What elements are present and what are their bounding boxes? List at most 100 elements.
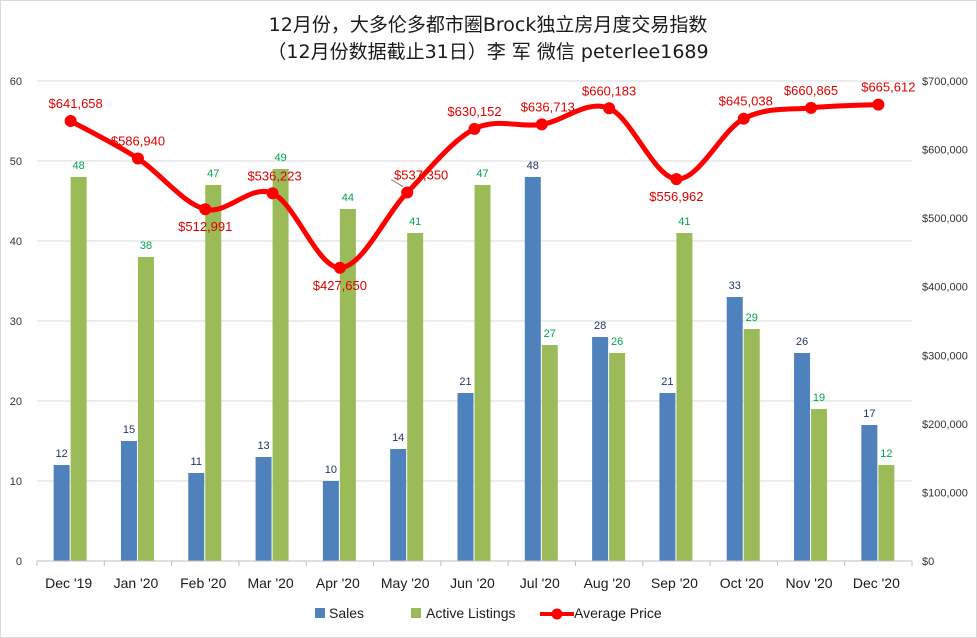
point-average-price	[401, 186, 414, 199]
data-label-sales: 14	[392, 432, 404, 444]
data-label-average-price: $512,991	[178, 219, 232, 234]
data-label-active-listings: 41	[678, 216, 690, 228]
y-right-tick-label: $600,000	[922, 145, 968, 157]
bar-active-listings	[407, 233, 424, 561]
data-label-average-price: $427,650	[313, 278, 367, 293]
x-tick-label: May '20	[381, 575, 430, 591]
data-label-sales: 15	[123, 424, 135, 436]
data-label-sales: 12	[56, 448, 68, 460]
bar-active-listings	[474, 185, 491, 561]
y-right-tick-label: $400,000	[922, 282, 968, 294]
point-average-price	[603, 102, 616, 115]
bar-sales	[120, 441, 137, 561]
chart-title: 12月份，大多伦多都市圈Brock独立房月度交易指数	[269, 14, 708, 36]
data-label-average-price: $636,713	[521, 99, 575, 114]
legend-label-active-listings: Active Listings	[426, 605, 515, 621]
x-tick-label: Jan '20	[114, 575, 159, 591]
y-right-tick-label: $100,000	[922, 487, 968, 499]
y-left-tick-label: 10	[10, 476, 22, 488]
data-label-active-listings: 12	[880, 448, 892, 460]
point-average-price	[872, 98, 885, 111]
x-tick-label: Apr '20	[316, 575, 360, 591]
bar-active-listings	[272, 169, 289, 561]
bar-sales	[659, 393, 676, 561]
bar-sales	[53, 465, 70, 561]
x-tick-label: Aug '20	[584, 575, 631, 591]
y-axis-left: 0 10 20 30 40 50 60	[10, 76, 22, 568]
y-right-tick-label: $200,000	[922, 419, 968, 431]
bar-sales	[794, 353, 811, 561]
y-left-tick-label: 20	[10, 396, 22, 408]
y-right-tick-label: $500,000	[922, 213, 968, 225]
data-label-average-price: $665,612	[861, 80, 915, 95]
bar-sales	[390, 449, 407, 561]
x-tick-label: Sep '20	[651, 575, 698, 591]
data-label-average-price: $536,223	[247, 168, 301, 183]
x-tick-label: Dec '19	[45, 575, 92, 591]
point-average-price	[266, 187, 279, 200]
x-tick-label: Feb '20	[180, 575, 226, 591]
legend-marker-average-price	[551, 608, 563, 620]
y-left-tick-label: 60	[10, 76, 22, 88]
data-label-active-listings: 44	[342, 192, 354, 204]
data-label-average-price: $537,350	[394, 168, 448, 183]
data-label-average-price: $660,183	[582, 83, 636, 98]
y-right-tick-label: $700,000	[922, 76, 968, 88]
bar-active-listings	[609, 353, 626, 561]
bar-sales	[524, 177, 541, 561]
data-label-sales: 48	[527, 160, 539, 172]
legend-swatch-sales	[315, 608, 325, 618]
bar-active-listings	[878, 465, 895, 561]
data-label-average-price: $586,940	[111, 134, 165, 149]
bar-sales	[255, 457, 272, 561]
point-average-price	[468, 122, 481, 135]
data-label-active-listings: 41	[409, 216, 421, 228]
data-label-average-price: $645,038	[719, 94, 773, 109]
data-label-sales: 13	[257, 440, 269, 452]
y-left-tick-label: 50	[10, 156, 22, 168]
bar-active-listings	[339, 209, 356, 561]
bar-active-listings	[811, 409, 828, 561]
bar-sales	[861, 425, 878, 561]
point-average-price	[670, 173, 683, 186]
x-tick-label: Dec '20	[853, 575, 900, 591]
x-tick-label: Jun '20	[450, 575, 495, 591]
data-label-active-listings: 48	[73, 160, 85, 172]
point-average-price	[64, 115, 77, 128]
bar-sales	[322, 481, 339, 561]
data-label-active-listings: 47	[207, 168, 219, 180]
bar-active-listings	[137, 257, 154, 561]
point-average-price	[333, 261, 346, 274]
line-series: $641,658 $586,940 $512,991 $536,223 $427,650…	[49, 80, 916, 293]
data-label-sales: 28	[594, 320, 606, 332]
point-average-price	[737, 112, 750, 125]
data-label-sales: 33	[729, 280, 741, 292]
data-label-average-price: $556,962	[649, 189, 703, 204]
data-label-average-price: $660,865	[784, 83, 838, 98]
chart-subtitle: （12月份数据截止31日）李 军 微信 peterlee1689	[267, 41, 708, 63]
legend-label-sales: Sales	[329, 605, 364, 621]
data-label-sales: 21	[661, 376, 673, 388]
bar-sales	[457, 393, 474, 561]
point-average-price	[535, 118, 548, 131]
bar-sales	[592, 337, 609, 561]
data-label-active-listings: 19	[813, 392, 825, 404]
bar-active-listings	[70, 177, 87, 561]
data-label-active-listings: 26	[611, 336, 623, 348]
x-tick-label: Oct '20	[720, 575, 764, 591]
data-label-active-listings: 49	[274, 152, 286, 164]
bar-active-listings	[541, 345, 558, 561]
data-label-active-listings: 47	[476, 168, 488, 180]
leader-line	[390, 179, 404, 187]
y-left-tick-label: 0	[16, 556, 22, 568]
bar-sales	[188, 473, 205, 561]
data-label-sales: 10	[325, 464, 337, 476]
y-left-tick-label: 30	[10, 316, 22, 328]
data-label-sales: 26	[796, 336, 808, 348]
y-left-tick-label: 40	[10, 236, 22, 248]
data-label-sales: 11	[191, 456, 202, 468]
legend-label-average-price: Average Price	[574, 605, 662, 621]
bar-active-listings	[743, 329, 760, 561]
